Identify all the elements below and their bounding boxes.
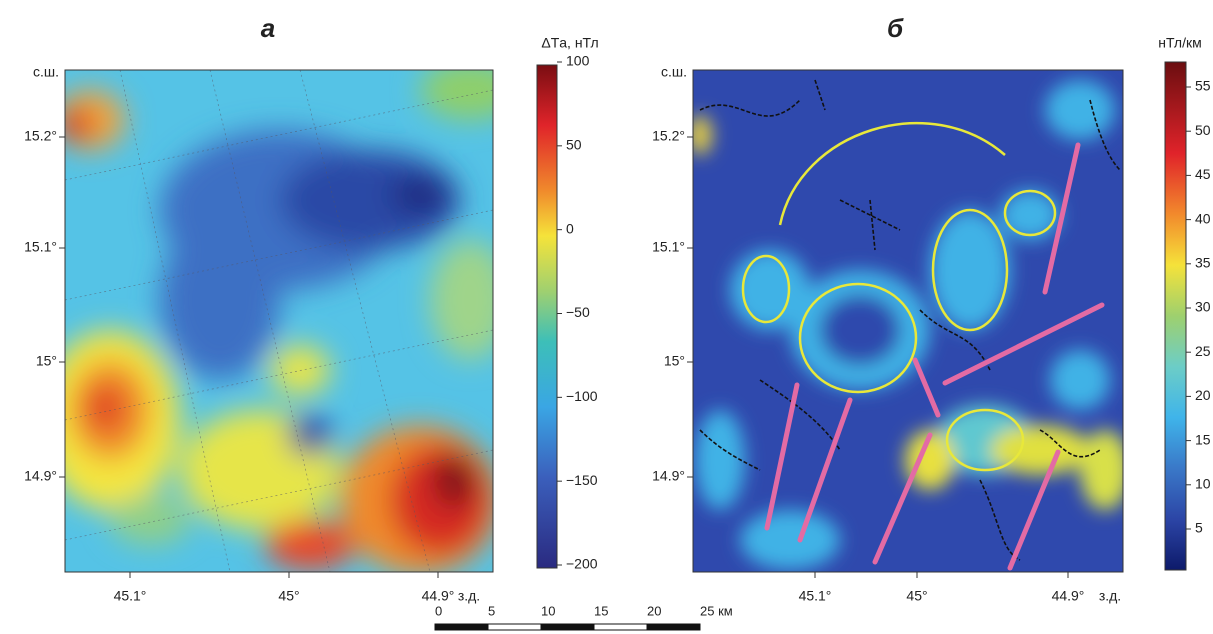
colorbar-label: −100 bbox=[566, 388, 598, 404]
colorbar-label: 15 bbox=[1195, 431, 1211, 447]
colorbar-label: 10 bbox=[1195, 476, 1211, 492]
scale-label: 10 bbox=[541, 603, 555, 618]
scale-bar bbox=[434, 623, 701, 631]
colorbar-label: 40 bbox=[1195, 210, 1211, 226]
colorbar-label: 20 bbox=[1195, 387, 1211, 403]
lat-label: 15° bbox=[664, 353, 685, 369]
lon-label: 45° bbox=[906, 588, 927, 604]
colorbar-title: нТл/км bbox=[1158, 35, 1201, 51]
scale-label: 5 bbox=[488, 603, 495, 618]
colorbar-label: 55 bbox=[1195, 78, 1211, 94]
colorbar-label: −50 bbox=[566, 304, 590, 320]
lon-unit: з.д. bbox=[458, 588, 480, 604]
colorbar-label: 5 bbox=[1195, 520, 1203, 536]
lon-label: 45.1° bbox=[799, 588, 832, 604]
map-b bbox=[693, 70, 1123, 572]
map-a bbox=[65, 70, 493, 572]
colorbar bbox=[1164, 61, 1187, 571]
map-frame bbox=[64, 69, 494, 573]
scale-label: 15 bbox=[594, 603, 608, 618]
lat-unit: с.ш. bbox=[661, 64, 687, 80]
lon-label: 44.9° bbox=[422, 588, 455, 604]
panel-label: а bbox=[261, 13, 275, 43]
lat-label: 15.2° bbox=[652, 128, 685, 144]
lat-label: 15.2° bbox=[24, 128, 57, 144]
lon-label: 45° bbox=[278, 588, 299, 604]
scale-label: 0 bbox=[435, 603, 442, 618]
lat-label: 14.9° bbox=[652, 468, 685, 484]
colorbar-label: 100 bbox=[566, 53, 590, 69]
scale-label: 20 bbox=[647, 603, 661, 618]
colorbar-label: 0 bbox=[566, 220, 574, 236]
lon-unit: з.д. bbox=[1099, 588, 1121, 604]
lon-label: 45.1° bbox=[114, 588, 147, 604]
lon-label: 44.9° bbox=[1052, 588, 1085, 604]
scale-label: 25 км bbox=[700, 603, 733, 618]
colorbar-label: 50 bbox=[566, 137, 582, 153]
colorbar-title: ΔTа, нТл bbox=[541, 35, 598, 51]
lat-label: 15.1° bbox=[24, 239, 57, 255]
colorbar-label: −200 bbox=[566, 556, 598, 572]
colorbar-label: 35 bbox=[1195, 255, 1211, 271]
lat-label: 14.9° bbox=[24, 468, 57, 484]
lat-unit: с.ш. bbox=[33, 64, 59, 80]
colorbar-label: 30 bbox=[1195, 299, 1211, 315]
lat-label: 15.1° bbox=[652, 239, 685, 255]
map-frame bbox=[692, 69, 1124, 573]
panel-label: б bbox=[887, 13, 904, 43]
lat-label: 15° bbox=[36, 353, 57, 369]
colorbar bbox=[536, 64, 558, 569]
colorbar-label: −150 bbox=[566, 472, 598, 488]
colorbar-label: 45 bbox=[1195, 166, 1211, 182]
colorbar-label: 50 bbox=[1195, 122, 1211, 138]
colorbar-label: 25 bbox=[1195, 343, 1211, 359]
